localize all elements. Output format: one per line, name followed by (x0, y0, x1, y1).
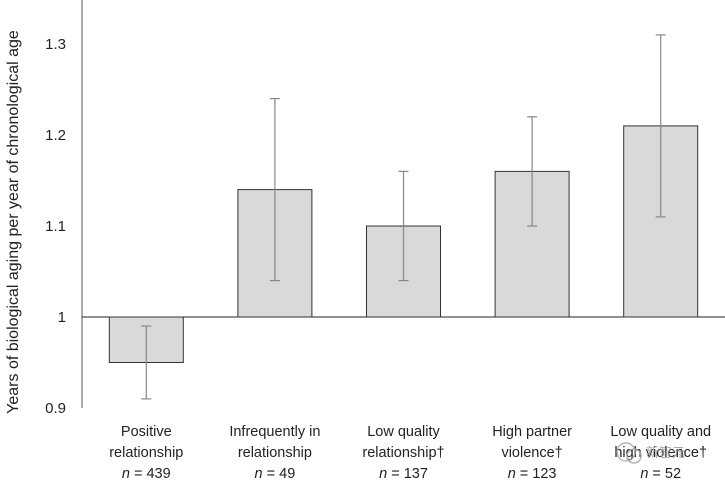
y-axis-label: Years of biological aging per year of ch… (5, 30, 22, 414)
category-label: high violence† (614, 445, 707, 461)
y-tick-label: 1.1 (45, 218, 66, 235)
category-label: violence† (501, 445, 562, 461)
category-label: Positive (121, 424, 172, 440)
wechat-icon (616, 442, 636, 462)
sample-size-label: n = 137 (379, 466, 428, 482)
category-labels: Positive relationship n = 439 Infrequently … (109, 424, 711, 482)
category-label: Low quality and (610, 424, 711, 440)
wechat-icon-bubble (626, 448, 642, 464)
y-tick-label: 1.2 (45, 127, 66, 144)
category-label: Infrequently in (229, 424, 320, 440)
axes: 0.9 1 1.1 1.2 1.3 (45, 0, 725, 417)
category-label: High partner (492, 424, 572, 440)
watermark-text: 新智元 (646, 445, 685, 460)
sample-size-label: n = 439 (122, 466, 171, 482)
sample-size-label: n = 49 (255, 466, 296, 482)
watermark: 新智元 (616, 442, 685, 464)
category-label: Low quality (367, 424, 440, 440)
sample-size-label: n = 52 (640, 466, 681, 482)
sample-size-label: n = 123 (508, 466, 557, 482)
y-tick-label: 1.3 (45, 36, 66, 53)
error-bars (141, 34, 666, 400)
y-tick-label: 0.9 (45, 400, 66, 417)
category-label: relationship (109, 445, 183, 461)
category-label: relationship (238, 445, 312, 461)
category-label: relationship† (362, 445, 444, 461)
y-tick-label: 1 (58, 309, 66, 326)
